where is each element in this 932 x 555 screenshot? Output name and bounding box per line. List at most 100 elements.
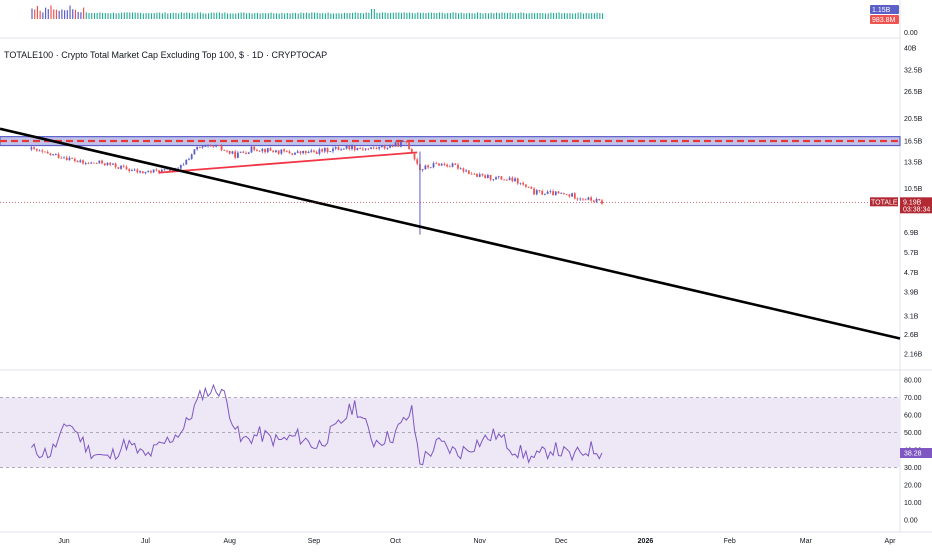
volume-bar bbox=[96, 12, 98, 19]
volume-bar bbox=[194, 13, 196, 19]
price-tick-label: 3.1B bbox=[904, 314, 919, 321]
volume-bar bbox=[509, 12, 511, 19]
price-axis-panel bbox=[900, 0, 932, 550]
candle-body bbox=[533, 188, 535, 195]
volume-bar bbox=[417, 12, 419, 19]
candle-body bbox=[185, 159, 188, 165]
volume-bar bbox=[528, 13, 530, 19]
candle-body bbox=[315, 151, 318, 154]
volume-bar bbox=[102, 12, 104, 19]
candle-body bbox=[432, 163, 435, 168]
candle-body bbox=[497, 176, 500, 178]
candle-body bbox=[500, 176, 503, 180]
volume-bar bbox=[422, 12, 424, 19]
volume-bar bbox=[357, 12, 359, 19]
candle-body bbox=[177, 168, 180, 170]
candle-body bbox=[41, 150, 44, 152]
candle-body bbox=[304, 151, 307, 154]
volume-bar bbox=[572, 13, 574, 19]
price-tick-label: 6.9B bbox=[904, 230, 919, 237]
candle-body bbox=[87, 163, 90, 164]
volume-bar bbox=[118, 13, 120, 19]
candle-body bbox=[557, 191, 560, 194]
candle-body bbox=[473, 173, 476, 175]
volume-bar bbox=[332, 13, 335, 19]
volume-bar bbox=[251, 13, 253, 19]
candle-body bbox=[280, 149, 283, 154]
candle-body bbox=[329, 151, 332, 153]
candle-body bbox=[275, 150, 277, 153]
volume-bar bbox=[145, 13, 147, 19]
candle-body bbox=[106, 162, 109, 166]
candle-body bbox=[579, 198, 582, 200]
symbol-label-text: TOTALE100 bbox=[871, 199, 909, 206]
candle-body bbox=[35, 148, 38, 151]
volume-bar bbox=[213, 12, 215, 19]
volume-bar bbox=[460, 12, 462, 19]
volume-bar bbox=[161, 13, 163, 19]
resistance-zone[interactable] bbox=[0, 136, 901, 147]
candle-body bbox=[193, 149, 196, 155]
volume-bar bbox=[574, 13, 576, 19]
volume-bar bbox=[438, 12, 441, 19]
volume-bar bbox=[273, 13, 275, 19]
volume-bar bbox=[487, 13, 489, 19]
volume-bar bbox=[544, 13, 547, 19]
candle-body bbox=[492, 179, 495, 181]
candle-body bbox=[33, 147, 36, 149]
volume-bar bbox=[110, 13, 112, 19]
candle-body bbox=[511, 177, 514, 182]
volume-label-1 bbox=[870, 5, 899, 14]
volume-bar bbox=[585, 12, 587, 19]
candle-body bbox=[478, 174, 481, 177]
candle-body bbox=[389, 145, 391, 148]
candle-body bbox=[402, 141, 405, 142]
candle-body bbox=[82, 160, 84, 164]
volume-bar bbox=[265, 13, 267, 19]
volume-bar bbox=[205, 13, 207, 19]
price-tick-label: 40B bbox=[904, 46, 917, 53]
candle-body bbox=[299, 151, 302, 154]
volume-bar bbox=[270, 12, 272, 19]
volume-bar bbox=[335, 13, 337, 19]
candle-body bbox=[63, 157, 65, 159]
candle-body bbox=[459, 168, 462, 170]
rsi-line[interactable] bbox=[31, 383, 603, 466]
candle-body bbox=[136, 169, 139, 173]
candle-body bbox=[296, 151, 299, 153]
candle-body bbox=[220, 145, 223, 151]
candle-body bbox=[155, 169, 158, 171]
candle-body bbox=[117, 167, 120, 169]
candle-body bbox=[49, 153, 52, 155]
last-price-label-box bbox=[900, 197, 932, 214]
volume-bar bbox=[243, 12, 245, 19]
volume-bar bbox=[504, 12, 506, 19]
candle-body bbox=[359, 148, 362, 149]
candle-body bbox=[573, 193, 576, 199]
candle-body bbox=[467, 170, 470, 174]
time-tick-label: Jun bbox=[58, 538, 69, 545]
candle-body bbox=[236, 152, 239, 158]
candle-body bbox=[57, 154, 60, 158]
volume-bar bbox=[436, 12, 438, 19]
candle-body bbox=[323, 147, 326, 152]
candle-body bbox=[310, 150, 313, 152]
candle-body bbox=[266, 148, 269, 153]
volume-bar bbox=[520, 12, 522, 19]
candle-body bbox=[587, 197, 590, 200]
volume-bar bbox=[588, 13, 590, 19]
candle-body bbox=[519, 182, 522, 184]
volume-bar bbox=[121, 12, 123, 19]
rising-trendline[interactable] bbox=[159, 151, 418, 174]
descending-trendline[interactable] bbox=[0, 127, 901, 340]
candle-body bbox=[150, 170, 152, 173]
volume-bar bbox=[327, 12, 329, 19]
volume-bar bbox=[479, 12, 481, 19]
price-axis-ticks: 40B 32.5B 26.5B 20.5B 16.5B 13.5B 10.5B 6.9B 5.7… bbox=[904, 46, 923, 359]
volume-bar bbox=[471, 13, 473, 19]
volume-bar bbox=[553, 12, 555, 19]
candle-body bbox=[114, 163, 117, 168]
candle-body bbox=[576, 198, 579, 200]
volume-bar bbox=[167, 13, 169, 19]
